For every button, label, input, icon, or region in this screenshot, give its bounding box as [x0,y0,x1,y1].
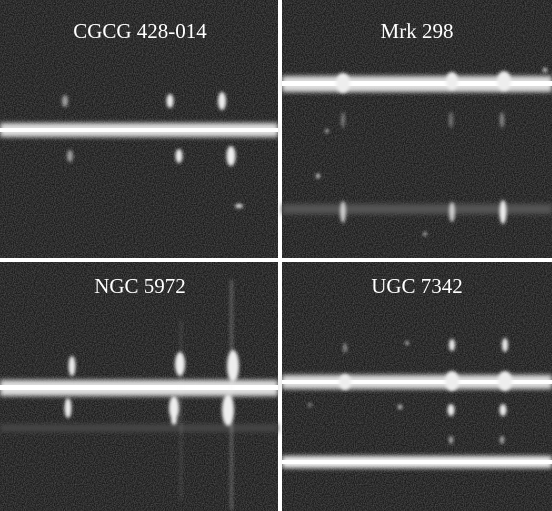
continuum-2-core [282,460,552,464]
continuum-core [0,128,278,132]
continuum-faint [282,204,552,214]
emission-lines [64,280,239,510]
panel-label: NGC 5972 [94,274,186,298]
panel: NGC 5972 [0,262,278,511]
panel: UGC 7342 [282,262,552,511]
emission-lines [62,92,243,208]
continuum-faint [0,424,278,432]
panel-label: UGC 7342 [371,274,463,298]
emission-lines [308,338,512,444]
noise [282,0,552,258]
panel-label: CGCG 428-014 [73,19,207,43]
panel: Mrk 298 [282,0,552,258]
emission-lines [316,68,547,236]
panel: CGCG 428-014 [0,0,278,258]
continuum-core [282,81,552,86]
continuum-core [0,385,278,390]
panel-label: Mrk 298 [381,19,454,43]
continuum-core [282,380,552,384]
